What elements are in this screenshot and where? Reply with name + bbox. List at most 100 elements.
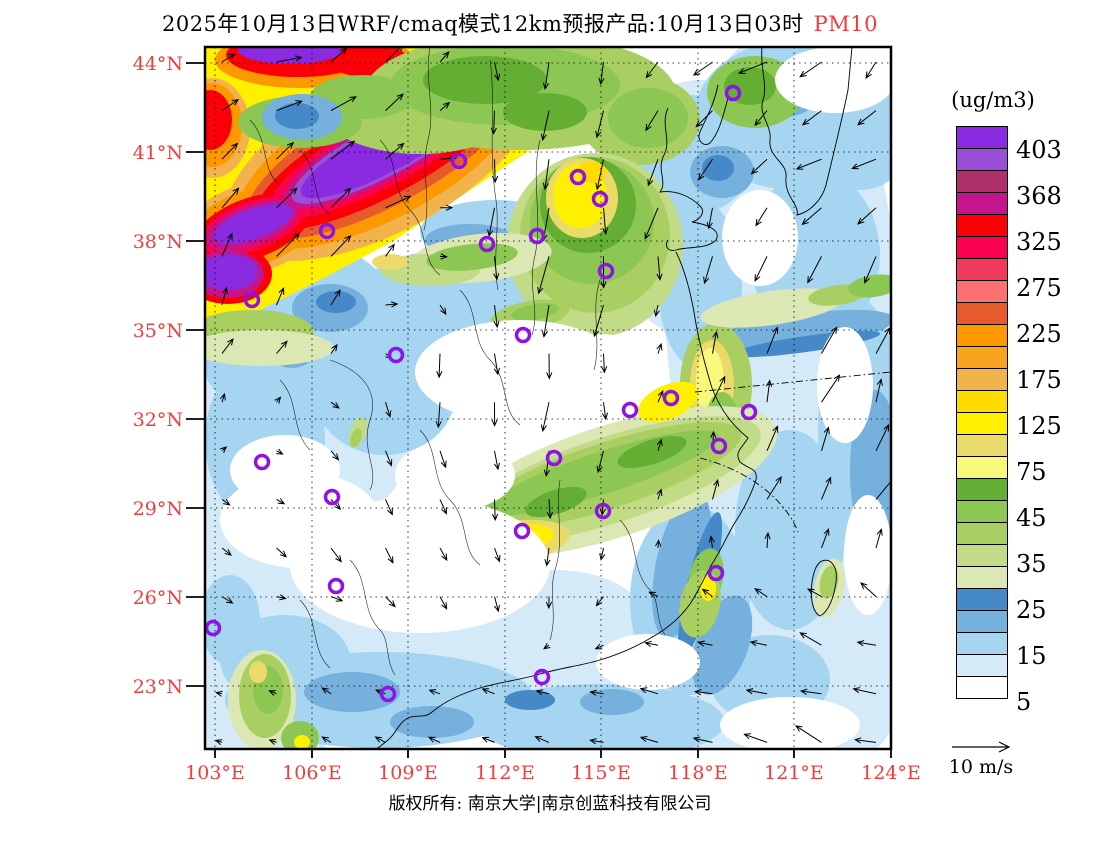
legend-swatch (956, 280, 1008, 303)
wind-arrow (821, 476, 832, 500)
wind-arrow (766, 475, 782, 500)
lat-label: 26°N (133, 587, 183, 609)
lon-label: 121°E (764, 762, 824, 784)
wind-arrow (330, 96, 357, 112)
wind-arrow (766, 425, 779, 451)
wind-arrow (599, 547, 606, 561)
wind-arrow (706, 207, 713, 230)
wind-arrow (595, 159, 604, 191)
wind-arrow (875, 528, 883, 549)
wind-arrow (221, 232, 233, 257)
city-marker (387, 346, 405, 364)
wind-arrow (645, 110, 659, 132)
wind-arrow (439, 499, 447, 515)
city-marker (545, 449, 563, 467)
wind-arrow (589, 689, 604, 696)
wind-arrow (330, 595, 344, 602)
wind-arrow (697, 640, 713, 647)
wind-arrow (276, 55, 303, 63)
wind-arrow (321, 736, 332, 743)
wind-arrow (276, 498, 286, 505)
wind-arrow (806, 588, 822, 598)
legend-colorbar (956, 126, 1008, 699)
wind-arrow (493, 450, 500, 471)
wind-arrow (276, 187, 298, 209)
wind-arrow (601, 402, 609, 421)
wind-arrow (693, 689, 713, 696)
wind-arrow (601, 353, 608, 374)
wind-vectors (214, 47, 891, 746)
lon-label: 103°E (185, 762, 245, 784)
wind-scale-label: 10 m/s (948, 756, 1014, 778)
legend-swatch (956, 500, 1008, 523)
wind-arrow (653, 304, 660, 318)
wind-arrow (385, 596, 396, 608)
city-marker (513, 522, 531, 540)
lat-label: 41°N (133, 142, 183, 164)
wind-arrow (385, 93, 404, 111)
wind-arrow (494, 61, 501, 82)
wind-arrow (276, 547, 288, 558)
wind-arrow (754, 256, 768, 282)
legend-swatch (956, 478, 1008, 501)
wind-arrow (221, 498, 231, 506)
legend-swatch (956, 632, 1008, 655)
wind-arrow (851, 158, 877, 170)
wind-arrow (330, 401, 340, 409)
lat-label: 38°N (133, 231, 183, 253)
wind-arrow (493, 353, 500, 376)
city-marker (724, 84, 742, 102)
legend-swatch (956, 588, 1008, 611)
wind-arrow (743, 733, 768, 743)
wind-arrow (765, 379, 773, 403)
legend-swatch (956, 456, 1008, 479)
copyright-text: 版权所有: 南京大学|南京创蓝科技有限公司 (388, 794, 712, 814)
wind-arrow (542, 642, 551, 650)
wind-arrow (385, 142, 405, 160)
wind-arrow (799, 688, 822, 695)
coastline (375, 47, 853, 749)
lat-label: 32°N (133, 409, 183, 431)
legend-tick-label: 25 (1016, 596, 1047, 624)
wind-arrow (542, 159, 550, 191)
wind-arrow (750, 158, 768, 175)
wind-arrow (712, 375, 726, 403)
wind-arrow (276, 141, 295, 160)
wind-arrow (385, 301, 399, 308)
wind-arrow (321, 687, 332, 695)
wind-arrow (427, 736, 441, 743)
wind-arrow (644, 207, 659, 240)
map-frame (203, 45, 893, 751)
wind-arrow (276, 287, 285, 306)
lon-label: 118°E (668, 762, 728, 784)
city-marker (253, 453, 271, 471)
lon-label: 124°E (861, 762, 921, 784)
legend-tick-label: 75 (1016, 458, 1047, 486)
legend-swatch (956, 258, 1008, 281)
wind-arrow (647, 159, 659, 187)
legend-swatch (956, 302, 1008, 325)
wind-arrow (276, 594, 287, 601)
wind-arrow (599, 499, 606, 516)
city-marker (594, 502, 612, 520)
wind-arrow (544, 547, 551, 567)
lat-label: 23°N (133, 676, 183, 698)
legend-swatch (956, 170, 1008, 193)
wind-arrow (712, 330, 719, 354)
wind-arrow (648, 591, 659, 598)
city-marker (318, 222, 336, 240)
legend-swatch (956, 236, 1008, 259)
city-marker (243, 291, 261, 309)
wind-arrow (540, 110, 550, 142)
wind-arrow (385, 195, 412, 209)
wind-arrow (385, 402, 392, 418)
wind-arrow (766, 326, 779, 354)
wind-arrow (330, 450, 340, 461)
legend-tick-label: 125 (1016, 412, 1062, 440)
lat-label: 35°N (133, 320, 183, 342)
wind-arrow (439, 101, 451, 111)
wind-arrow (439, 450, 447, 469)
maritime-boundary-line (694, 371, 891, 533)
wind-arrow (821, 426, 830, 451)
